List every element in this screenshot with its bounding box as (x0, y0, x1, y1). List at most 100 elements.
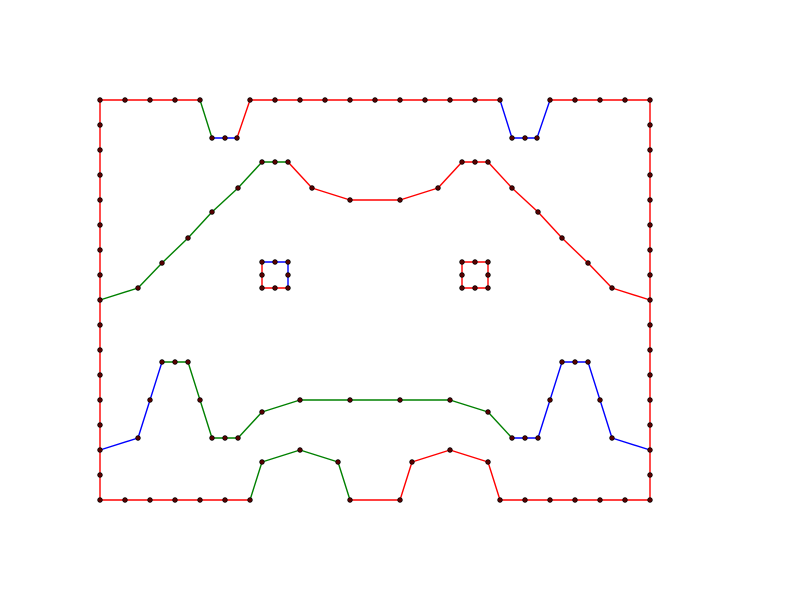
vertex-dot (485, 259, 491, 265)
vertex-dot (97, 222, 103, 228)
vertex-dot (97, 422, 103, 428)
vertex-dot (97, 297, 103, 303)
vertex-dot (472, 97, 478, 103)
vertex-dot (647, 397, 653, 403)
vertex-dot (97, 147, 103, 153)
vertex-dot (647, 197, 653, 203)
vertex-dot (447, 97, 453, 103)
vertex-dot (522, 497, 528, 503)
edge-notch-left-top-left (199, 99, 213, 139)
vertex-dot (459, 159, 465, 165)
vertex-dot (647, 372, 653, 378)
vertex-dot (97, 397, 103, 403)
vertex-dot (222, 435, 228, 441)
vertex-dot (235, 435, 241, 441)
vertex-dot (397, 97, 403, 103)
vertex-dot (172, 359, 178, 365)
vertex-dot (522, 435, 528, 441)
vertex-dot (259, 285, 265, 291)
vertex-dot (647, 247, 653, 253)
vertex-dot (185, 359, 191, 365)
vertex-dot (572, 497, 578, 503)
vertex-dot (297, 97, 303, 103)
vertex-dot (509, 185, 515, 191)
vertex-dot (647, 272, 653, 278)
vertex-dot (572, 97, 578, 103)
vertex-dot (522, 135, 528, 141)
vertex-dot (397, 497, 403, 503)
vertex-dot (647, 347, 653, 353)
vertex-dot (322, 97, 328, 103)
vertex-dot (197, 397, 203, 403)
vertex-dot (259, 259, 265, 265)
vertex-dot (209, 209, 215, 215)
vertex-dot (97, 322, 103, 328)
vertex-dot (122, 97, 128, 103)
vertex-dot (147, 97, 153, 103)
vertex-dot (472, 285, 478, 291)
vertex-dot (222, 135, 228, 141)
vertex-dot (347, 397, 353, 403)
vertex-dot (509, 135, 515, 141)
vertex-dot (185, 235, 191, 241)
vertex-dot (272, 285, 278, 291)
vertex-dot (485, 272, 491, 278)
vertex-dot (172, 497, 178, 503)
vertex-dot (97, 347, 103, 353)
vertex-dot (272, 97, 278, 103)
vertex-dot (585, 260, 591, 266)
vertex-dot (197, 497, 203, 503)
vertex-dot (647, 447, 653, 453)
vertex-dot (422, 97, 428, 103)
vertex-dot (172, 97, 178, 103)
vertex-dot (397, 197, 403, 203)
vertex-dot (259, 272, 265, 278)
vertex-dot (647, 97, 653, 103)
vertex-dot (459, 259, 465, 265)
vertex-dot (247, 97, 253, 103)
vertex-dot (597, 97, 603, 103)
vertex-dot (622, 497, 628, 503)
vertex-dot (535, 435, 541, 441)
vertex-dot (485, 459, 491, 465)
vertex-dot (209, 135, 215, 141)
vertex-dot (597, 397, 603, 403)
vertex-dot (435, 185, 441, 191)
vertex-dot (485, 409, 491, 415)
vertex-dot (285, 159, 291, 165)
vertex-dot (135, 285, 141, 291)
vertex-dot (147, 497, 153, 503)
vertex-dot (97, 372, 103, 378)
vertex-dot (572, 359, 578, 365)
vertex-dot (135, 435, 141, 441)
vertex-dot (447, 397, 453, 403)
vertex-dot (372, 97, 378, 103)
vertex-dot (447, 447, 453, 453)
vertex-dot (509, 435, 515, 441)
vertex-dot (97, 472, 103, 478)
vertex-dot (647, 422, 653, 428)
vertex-dot (647, 297, 653, 303)
vertex-dot (647, 147, 653, 153)
vertex-dot (159, 359, 165, 365)
vertex-dot (585, 359, 591, 365)
vertex-dot (472, 259, 478, 265)
vertex-dot (97, 172, 103, 178)
vertex-dot (285, 259, 291, 265)
vertex-dot (597, 497, 603, 503)
vertex-dot (347, 197, 353, 203)
vertex-dot (497, 97, 503, 103)
vertex-dot (97, 272, 103, 278)
vertex-dot (259, 409, 265, 415)
vertex-dot (122, 497, 128, 503)
vertex-dot (222, 497, 228, 503)
vertex-dot (234, 135, 240, 141)
vertex-dot (259, 159, 265, 165)
vertex-dot (297, 397, 303, 403)
vertex-dot (147, 397, 153, 403)
vertex-layer (97, 97, 653, 503)
vertex-dot (485, 285, 491, 291)
vertex-dot (472, 159, 478, 165)
edge-lower-curve-right (512, 361, 651, 451)
vertex-dot (547, 97, 553, 103)
